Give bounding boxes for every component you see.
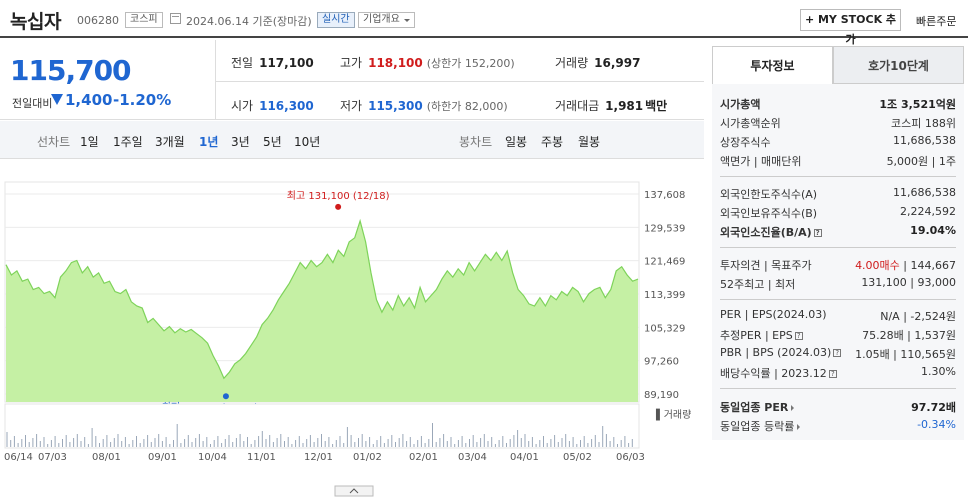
help-icon[interactable]: ? xyxy=(813,229,822,237)
tab-3y[interactable]: 3년 xyxy=(231,135,250,149)
candle-chart-label: 봉차트 xyxy=(459,135,493,149)
divider xyxy=(720,299,956,300)
price-chart: 137,608 129,539 121,469 113,399 105,329 97,26… xyxy=(4,181,691,497)
y-tick-label: 97,260 xyxy=(644,357,679,368)
stock-header: 녹십자 006280 코스피 2024.06.14 기준(장마감) 실시간 기업… xyxy=(0,0,968,46)
low-price: 저가 115,300 (하한가 82,000) xyxy=(340,99,508,113)
trade-amount: 거래대금 1,981 백만 xyxy=(555,99,668,113)
price-summary: 115,700 전일대비 1,400 -1.20% 전일 117,100 고가 11… xyxy=(0,40,704,120)
calendar-icon xyxy=(170,13,181,24)
realtime-button[interactable]: 실시간 xyxy=(317,12,355,28)
tab-1w[interactable]: 1주일 xyxy=(113,135,143,149)
x-tick-label: 08/01 xyxy=(92,452,121,463)
price-line xyxy=(5,218,639,380)
y-tick-label: 105,329 xyxy=(644,323,685,334)
tab-invest-info[interactable]: 투자정보 xyxy=(712,46,833,84)
y-tick-label: 113,399 xyxy=(644,290,685,301)
info-row: 동일업종 등락률 -0.34% xyxy=(720,418,956,433)
open-price: 시가 116,300 xyxy=(231,99,314,113)
tab-10y[interactable]: 10년 xyxy=(294,135,321,149)
volume-label: ▌거래량 xyxy=(655,408,691,421)
current-price: 115,700 xyxy=(10,54,132,87)
expand-handle xyxy=(334,485,374,497)
info-row: 외국인보유주식수(B) 2,224,592 xyxy=(720,205,956,220)
tab-1d[interactable]: 1일 xyxy=(80,135,99,149)
chevron-right-icon[interactable] xyxy=(791,405,797,411)
divider xyxy=(215,81,704,82)
y-tick-label: 129,539 xyxy=(644,223,685,234)
info-row: 추정PER | EPS? 75.28배 | 1,537원 xyxy=(720,329,956,342)
down-triangle-icon xyxy=(51,94,63,105)
volume: 거래량 16,997 xyxy=(555,56,641,70)
info-row: 투자의견 | 목표주가 4.00매수 | 144,667 xyxy=(720,259,956,272)
x-tick-label: 06/03 xyxy=(616,452,645,463)
market-badge: 코스피 xyxy=(125,12,163,28)
info-row: 액면가 | 매매단위 5,000원 | 1주 xyxy=(720,155,956,168)
x-tick-label: 06/14 xyxy=(4,452,33,463)
chart-tabs: 선차트 1일 1주일 3개월 1년 3년 5년 10년 봉차트 일봉 주봉 월봉 xyxy=(0,121,704,159)
help-icon[interactable]: ? xyxy=(828,370,837,378)
divider xyxy=(720,388,956,389)
info-row: 52주최고 | 최저 131,100 | 93,000 xyxy=(720,276,956,291)
x-tick-label: 09/01 xyxy=(148,452,177,463)
x-tick-label: 12/01 xyxy=(304,452,333,463)
info-row: 상장주식수 11,686,538 xyxy=(720,134,956,149)
low-marker xyxy=(222,393,229,400)
high-price: 고가 118,100 (상한가 152,200) xyxy=(340,56,515,70)
tab-weekly[interactable]: 주봉 xyxy=(541,135,564,149)
info-row: 동일업종 PER 97.72배 xyxy=(720,401,956,414)
invest-info-panel: 투자정보 호가10단계 시가총액 1조 3,521억원 시가총액순위 코스피 188… xyxy=(712,46,964,440)
info-row: 시가총액 1조 3,521억원 xyxy=(720,98,956,111)
info-row: PER | EPS(2024.03) N/A | -2,524원 xyxy=(720,308,956,323)
x-tick-label: 10/04 xyxy=(198,452,227,463)
y-tick-label: 137,608 xyxy=(644,190,685,201)
x-tick-label: 01/02 xyxy=(353,452,382,463)
prev-close: 전일 117,100 xyxy=(231,56,314,70)
y-tick-label: 121,469 xyxy=(644,257,685,268)
line-chart-label: 선차트 xyxy=(37,135,71,149)
stock-code: 006280 xyxy=(77,14,119,27)
price-area xyxy=(6,220,638,402)
y-tick-label: 89,190 xyxy=(644,390,679,401)
stock-name: 녹십자 xyxy=(10,11,61,33)
chevron-up-icon xyxy=(349,488,359,494)
x-tick-label: 03/04 xyxy=(458,452,487,463)
add-mystock-button[interactable]: + MY STOCK 추가 xyxy=(800,9,901,46)
base-date: 2024.06.14 기준(장마감) xyxy=(186,15,312,28)
tab-5y[interactable]: 5년 xyxy=(263,135,282,149)
price-chart-area: 137,608 129,539 121,469 113,399 105,329 97,26… xyxy=(0,160,704,500)
fast-order-button[interactable]: 빠른주문 xyxy=(916,15,957,28)
company-info-dropdown[interactable]: 기업개요 xyxy=(358,12,415,28)
tab-1y[interactable]: 1년 xyxy=(199,135,219,149)
price-change: 1,400 xyxy=(65,91,113,109)
high-marker xyxy=(335,203,342,210)
info-row: 외국인소진율(B/A)? 19.04% xyxy=(720,224,956,239)
divider xyxy=(215,40,216,120)
tab-hoga[interactable]: 호가10단계 xyxy=(833,46,964,84)
divider xyxy=(720,247,956,248)
tab-monthly[interactable]: 월봉 xyxy=(578,135,601,149)
x-tick-label: 07/03 xyxy=(38,452,67,463)
x-tick-label: 04/01 xyxy=(510,452,539,463)
info-row: 배당수익률 | 2023.12? 1.30% xyxy=(720,365,956,380)
tab-3m[interactable]: 3개월 xyxy=(155,135,185,149)
info-row: 외국인한도주식수(A) 11,686,538 xyxy=(720,186,956,201)
high-annotation: 최고 131,100 (12/18) xyxy=(287,190,390,202)
help-icon[interactable]: ? xyxy=(833,349,842,357)
tab-daily[interactable]: 일봉 xyxy=(505,135,528,149)
price-change-pct: -1.20% xyxy=(113,91,172,109)
info-row: 시가총액순위 코스피 188위 xyxy=(720,117,956,130)
chevron-right-icon[interactable] xyxy=(797,424,803,430)
x-tick-label: 02/01 xyxy=(409,452,438,463)
x-tick-label: 05/02 xyxy=(563,452,592,463)
help-icon[interactable]: ? xyxy=(794,332,803,340)
prev-compare-label: 전일대비 xyxy=(12,97,53,110)
divider xyxy=(720,176,956,177)
x-tick-label: 11/01 xyxy=(247,452,276,463)
info-row: PBR | BPS (2024.03)? 1.05배 | 110,565원 xyxy=(720,346,956,361)
